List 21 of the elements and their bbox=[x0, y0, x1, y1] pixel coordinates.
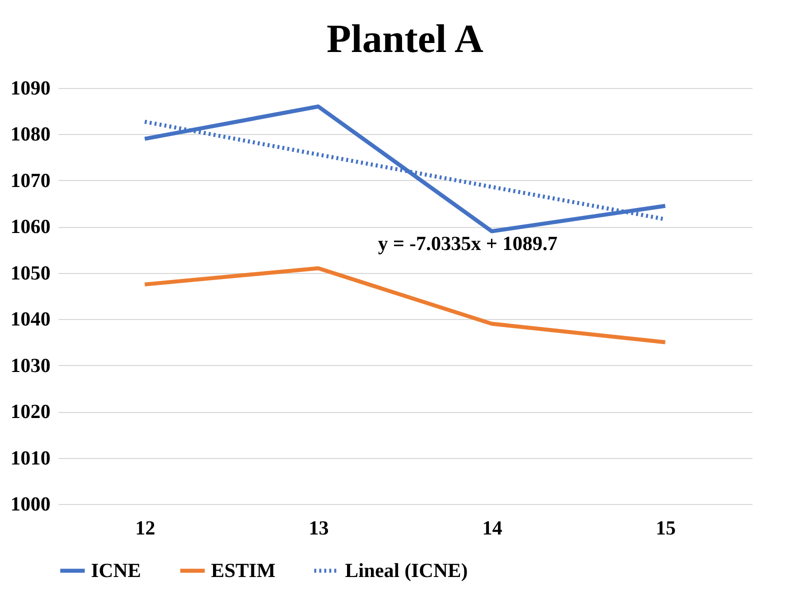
x-tick-label: 12 bbox=[135, 518, 156, 540]
legend-label: ESTIM bbox=[211, 560, 276, 582]
y-tick-label: 1000 bbox=[10, 494, 50, 516]
y-tick-label: 1030 bbox=[10, 354, 50, 377]
x-tick-label: 13 bbox=[308, 518, 329, 540]
y-tick-label: 1080 bbox=[10, 124, 50, 146]
y-tick-label: 1060 bbox=[10, 216, 50, 238]
y-tick-label: 1020 bbox=[10, 401, 50, 424]
annotation: y = -7.0335x + 1089.7 bbox=[378, 233, 558, 255]
y-tick-label: 1090 bbox=[10, 78, 50, 100]
x-tick-label: 15 bbox=[656, 518, 676, 540]
x-tick-label: 14 bbox=[482, 518, 502, 540]
line-series bbox=[142, 104, 668, 234]
y-tick-label: 1050 bbox=[10, 262, 50, 284]
chart-title: Plantel A bbox=[326, 16, 484, 61]
legend-label: ICNE bbox=[91, 560, 142, 582]
y-tick-label: 1010 bbox=[10, 447, 50, 470]
legend-label: Lineal (ICNE) bbox=[345, 560, 468, 582]
line-series bbox=[142, 266, 668, 344]
y-tick-label: 1070 bbox=[10, 170, 50, 192]
y-tick-label: 1040 bbox=[10, 308, 50, 331]
